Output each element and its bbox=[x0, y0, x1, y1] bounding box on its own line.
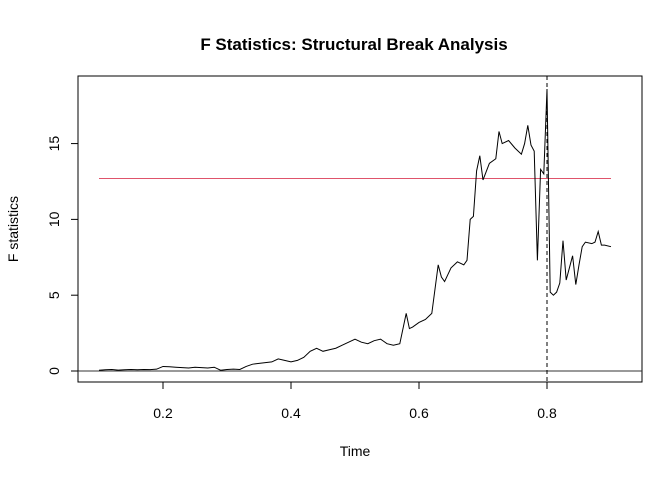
y-tick-label: 5 bbox=[46, 291, 62, 299]
x-tick-label: 0.2 bbox=[153, 405, 173, 421]
x-axis: 0.2 0.4 0.6 0.8 bbox=[153, 381, 557, 421]
y-tick-label: 0 bbox=[46, 367, 62, 375]
f-statistic-series-line bbox=[98, 88, 612, 371]
x-tick-label: 0.4 bbox=[281, 405, 301, 421]
x-tick-label: 0.8 bbox=[537, 405, 557, 421]
y-tick-label: 10 bbox=[46, 211, 62, 227]
x-tick-label: 0.6 bbox=[409, 405, 429, 421]
y-axis: 0 5 10 15 bbox=[46, 136, 79, 375]
y-tick-label: 15 bbox=[46, 136, 62, 152]
y-axis-label: F statistics bbox=[5, 196, 21, 262]
chart-title: F Statistics: Structural Break Analysis bbox=[200, 35, 507, 54]
plot-frame bbox=[77, 75, 643, 383]
x-axis-label: Time bbox=[340, 443, 371, 459]
